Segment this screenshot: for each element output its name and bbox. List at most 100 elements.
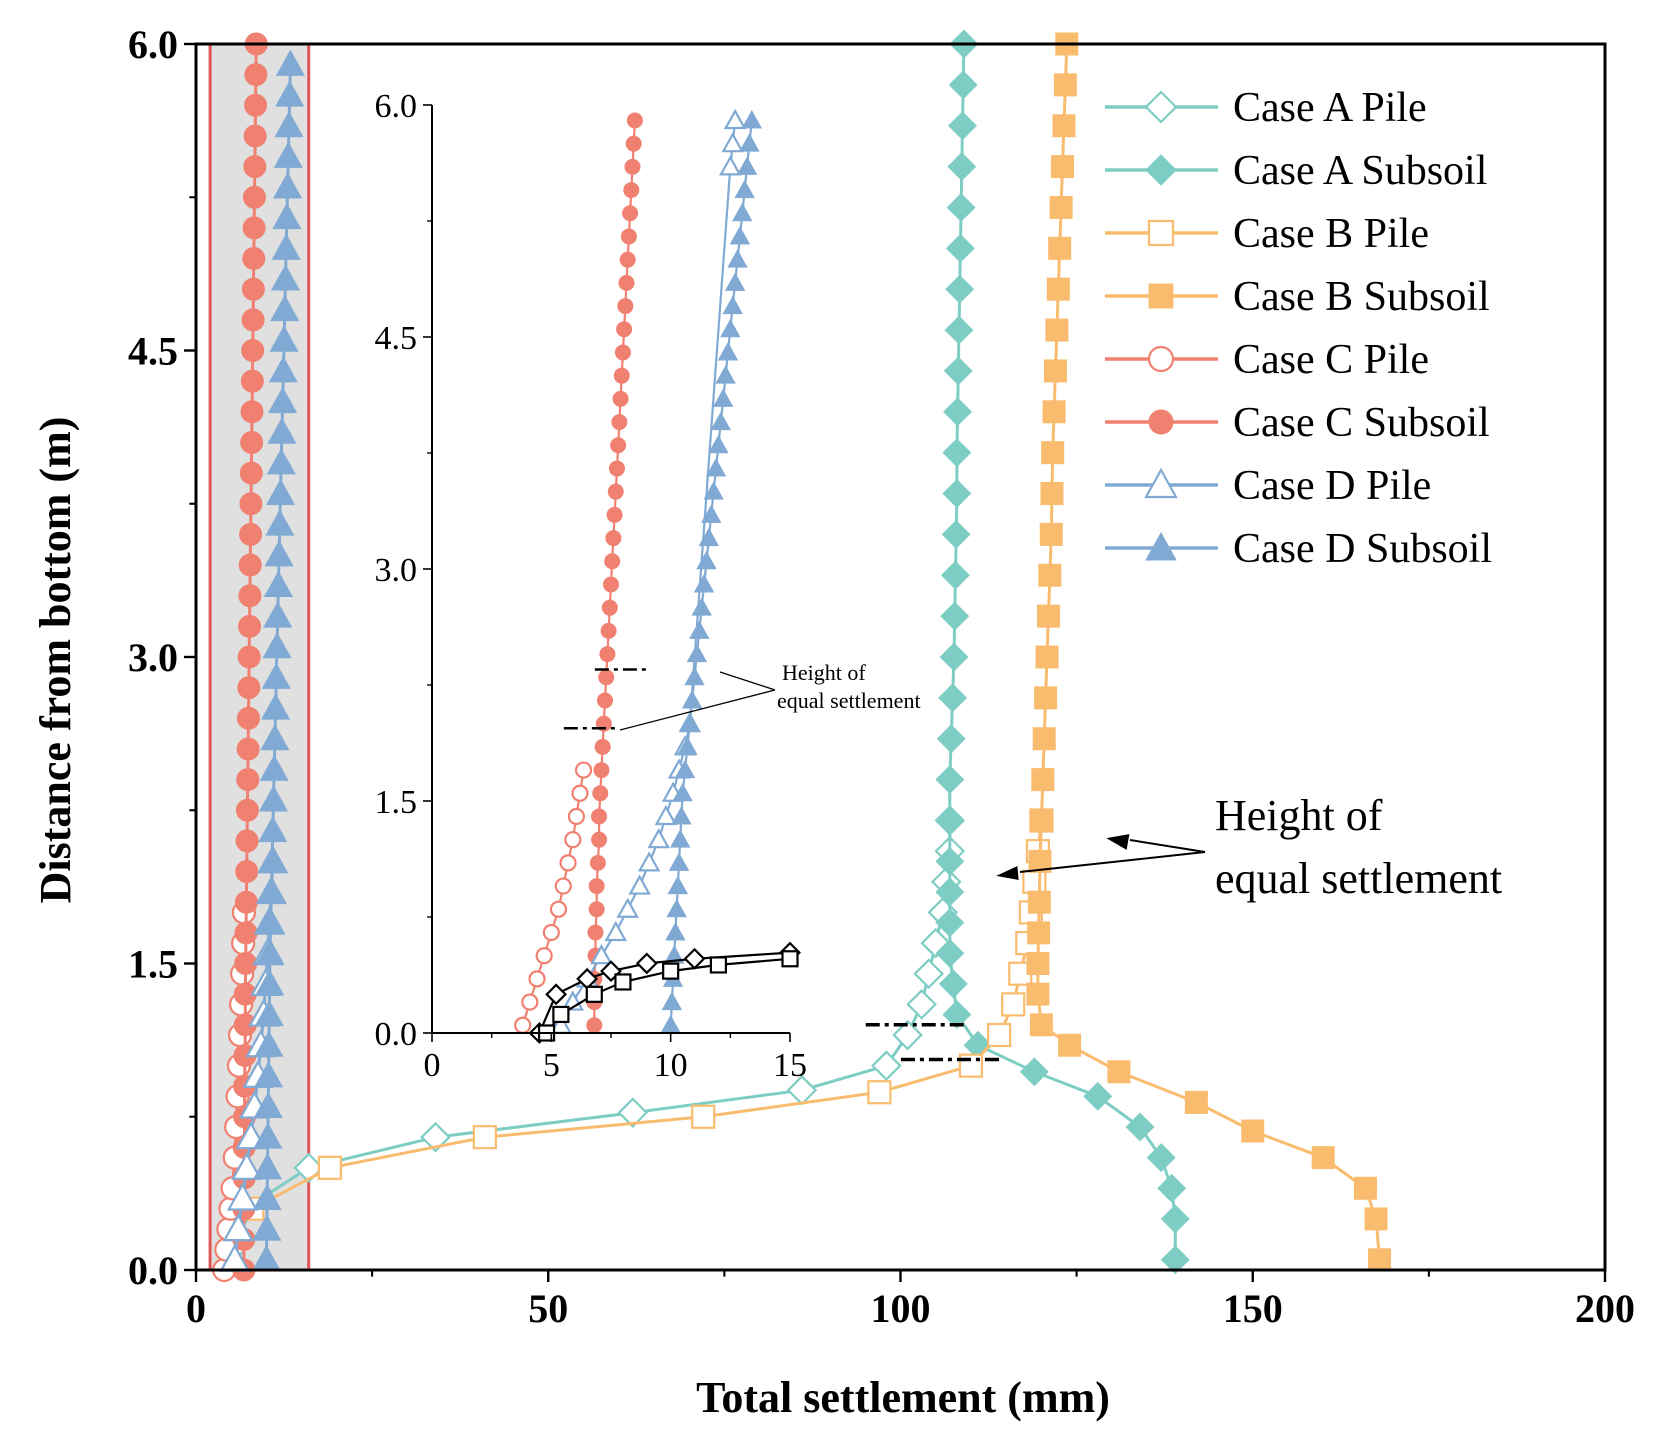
legend-item: Case D Subsoil <box>1105 526 1492 572</box>
data-point <box>272 172 303 199</box>
data-point <box>913 958 944 990</box>
series-case-b-pile <box>537 950 799 1042</box>
data-point <box>1083 1081 1113 1111</box>
data-point <box>599 646 616 663</box>
data-point <box>665 922 686 941</box>
data-point <box>528 970 546 988</box>
data-point <box>239 492 263 516</box>
data-point <box>610 437 627 454</box>
data-point <box>936 724 966 754</box>
data-point <box>589 854 606 871</box>
y-tick-label: 0.0 <box>128 1248 178 1293</box>
data-point <box>719 155 742 176</box>
data-point <box>269 325 299 352</box>
x-tick-label: 200 <box>1575 1286 1635 1331</box>
data-point <box>723 108 747 130</box>
data-point <box>545 983 568 1006</box>
data-point <box>240 400 264 424</box>
y-axis-title: Distance from bottom (m) <box>31 417 80 904</box>
data-point <box>624 158 641 175</box>
data-point <box>234 921 258 945</box>
data-point <box>732 202 753 222</box>
data-point <box>698 527 720 547</box>
data-point <box>1038 563 1062 587</box>
data-point <box>591 831 608 848</box>
data-point <box>945 233 975 263</box>
data-point <box>1027 921 1051 945</box>
data-point <box>654 804 678 826</box>
data-point <box>942 1000 972 1030</box>
series-case-d-subsoil <box>251 49 306 1272</box>
data-point <box>243 155 267 179</box>
data-point <box>564 831 582 849</box>
y-tick-label: 6.0 <box>128 22 178 67</box>
x-axis-title: Total settlement (mm) <box>696 1373 1110 1422</box>
data-point <box>943 356 973 386</box>
data-point <box>739 133 760 152</box>
legend-marker <box>1144 467 1178 499</box>
x-tick-label: 15 <box>773 1047 807 1084</box>
data-point <box>237 645 261 669</box>
data-point <box>241 308 265 332</box>
data-point <box>637 851 661 872</box>
data-point <box>712 388 734 407</box>
data-point <box>586 1017 603 1034</box>
legend-item: Case B Subsoil <box>1105 274 1490 320</box>
data-point <box>701 504 722 523</box>
data-point <box>625 135 642 152</box>
legend-item: Case C Subsoil <box>1105 400 1490 446</box>
data-point <box>647 828 670 849</box>
legend-label: Case C Pile <box>1233 337 1429 383</box>
data-point <box>938 969 968 999</box>
data-point <box>708 434 729 454</box>
data-point <box>720 318 741 338</box>
data-point <box>252 1153 283 1180</box>
data-point <box>234 890 258 914</box>
data-point <box>703 481 724 500</box>
data-point <box>741 110 763 129</box>
data-point <box>253 1122 283 1149</box>
data-point <box>948 70 978 100</box>
data-point <box>317 1155 342 1180</box>
data-point <box>242 185 266 209</box>
main-annotation-group: Height of equal settlement <box>865 791 1502 1062</box>
legend: Case A Pile Case A Subsoil Case B Pile Case… <box>1105 85 1492 572</box>
data-point <box>235 829 259 853</box>
data-point <box>948 111 977 141</box>
series-case-c-subsoil <box>586 112 643 1034</box>
data-point <box>1019 1057 1049 1087</box>
data-point <box>606 506 623 523</box>
data-point <box>613 367 630 384</box>
data-point <box>666 898 687 918</box>
data-point <box>239 522 263 546</box>
data-point <box>987 1022 1012 1048</box>
data-point <box>661 991 683 1011</box>
data-point <box>947 152 977 182</box>
data-point <box>271 233 301 260</box>
data-point <box>240 369 264 393</box>
series-line <box>593 120 636 1026</box>
legend-marker <box>1147 219 1175 247</box>
data-point <box>567 807 585 826</box>
data-point <box>265 478 296 506</box>
annotation-line-2: equal settlement <box>1215 854 1502 903</box>
data-point <box>272 202 302 230</box>
data-point <box>616 321 633 338</box>
data-point <box>585 985 603 1003</box>
data-point <box>1160 1245 1190 1275</box>
data-point <box>257 846 287 873</box>
data-point <box>238 553 262 577</box>
data-point <box>622 205 639 222</box>
data-point <box>727 249 748 268</box>
data-point <box>626 112 643 129</box>
data-point <box>238 584 262 608</box>
series-line <box>1036 43 1382 1260</box>
data-point <box>240 430 264 454</box>
data-point <box>236 706 260 730</box>
series-line <box>669 120 753 1026</box>
data-point <box>242 216 266 240</box>
data-point <box>612 390 629 407</box>
data-point <box>255 938 285 965</box>
